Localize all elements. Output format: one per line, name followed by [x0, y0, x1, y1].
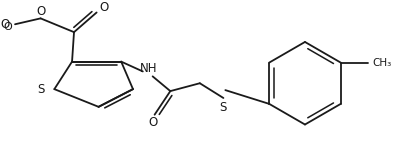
- Text: O: O: [0, 18, 10, 31]
- Text: O: O: [36, 5, 45, 18]
- Text: O: O: [4, 22, 13, 32]
- Text: S: S: [220, 101, 227, 114]
- Text: O: O: [100, 1, 109, 14]
- Text: S: S: [37, 83, 44, 96]
- Text: O: O: [148, 116, 157, 129]
- Text: CH₃: CH₃: [372, 58, 391, 68]
- Text: NH: NH: [140, 62, 158, 75]
